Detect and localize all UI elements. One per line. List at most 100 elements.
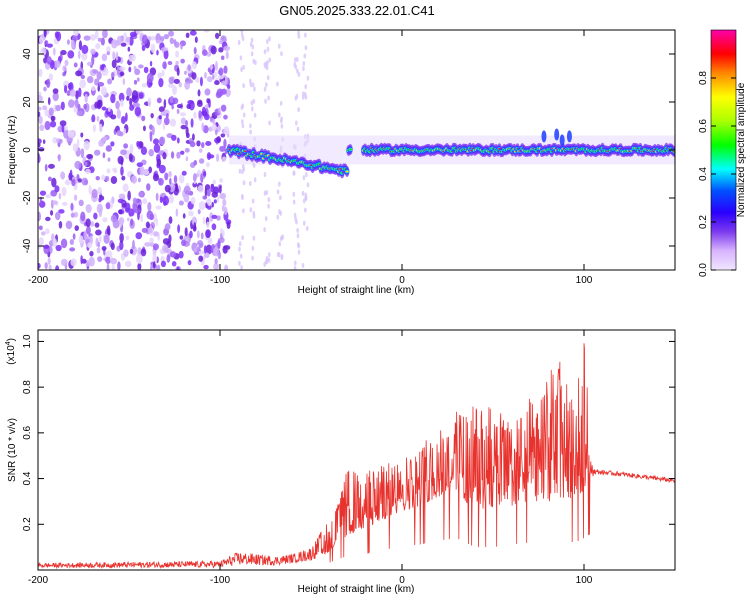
spectrogram-noise-speck (120, 116, 126, 125)
spectrogram-noise-speck (198, 110, 202, 119)
spectrogram-noise-speck (211, 214, 218, 219)
spectrogram-noise-speck (90, 86, 96, 91)
spectrogram-noise-speck (153, 243, 159, 251)
spectrogram-faint-speck (280, 51, 283, 57)
spectrogram-noise-speck (156, 264, 161, 270)
spectrogram-noise-speck (180, 124, 187, 130)
spectrogram-noise-speck (58, 192, 62, 200)
spectrogram-faint-speck (304, 32, 307, 38)
spectrogram-noise-speck (192, 181, 198, 188)
spectrogram-noise-speck (70, 202, 74, 211)
spectrogram-noise-speck (186, 103, 191, 110)
spectrogram-noise-speck (218, 185, 222, 194)
spectrogram-faint-speck (239, 55, 243, 61)
spectrogram-noise-speck (158, 115, 162, 120)
spectrogram-noise-speck (210, 185, 215, 193)
spectrogram-noise-speck (183, 185, 191, 195)
spectrogram-faint-speck (292, 170, 296, 176)
spectrogram-noise-speck (187, 64, 191, 71)
spectrogram-noise-speck (202, 216, 206, 225)
spectrogram-faint-speck (280, 255, 284, 261)
spectrogram-faint-speck (264, 216, 268, 222)
spectrogram-noise-speck (69, 89, 76, 97)
spectrogram-noise-speck (145, 221, 151, 229)
spectrogram-noise-speck (168, 234, 172, 243)
spectrogram-noise-speck (73, 62, 78, 68)
spectrogram-noise-speck (86, 61, 93, 66)
spectrogram-noise-speck (223, 138, 227, 149)
spectrogram-noise-speck (163, 34, 170, 40)
spectrogram-noise-speck (47, 97, 51, 106)
spectrogram-noise-speck (126, 95, 130, 101)
spectrogram-noise-speck (110, 71, 115, 78)
spectrogram-noise-speck (198, 201, 206, 210)
spectrogram-x-tick-label: -200 (28, 275, 48, 286)
spectrogram-noise-speck (73, 30, 79, 37)
spectrogram-noise-speck (143, 169, 150, 176)
spectrogram-faint-speck (252, 98, 256, 104)
spectrogram-noise-speck (58, 138, 63, 144)
spectrogram-noise-speck (158, 178, 164, 186)
spectrogram-noise-speck (193, 111, 197, 119)
spectrogram-noise-speck (59, 120, 67, 127)
spectrogram-noise-speck (127, 46, 131, 52)
spectrogram-noise-speck (96, 203, 103, 214)
spectrogram-faint-speck (241, 123, 245, 129)
spectrogram-noise-speck (164, 184, 171, 193)
spectrogram-noise-speck (162, 152, 167, 160)
spectrogram-noise-speck (95, 229, 102, 236)
spectrogram-noise-speck (54, 211, 61, 221)
spectrogram-noise-speck (111, 263, 115, 270)
spectrogram-noise-speck (126, 87, 132, 97)
spectrogram-noise-speck (38, 115, 43, 125)
spectrogram-noise-speck (38, 211, 42, 222)
spectrogram-faint-speck (241, 103, 245, 109)
spectrogram-noise-speck (205, 140, 212, 146)
spectrogram-noise-speck (206, 98, 210, 104)
spectrogram-noise-speck (122, 183, 129, 192)
spectrogram-noise-speck (131, 90, 139, 100)
spectrogram-faint-speck (238, 246, 241, 252)
spectrogram-faint-speck (277, 43, 281, 49)
snr-y-tick-label: 1.0 (22, 334, 33, 348)
spectrogram-faint-speck (263, 49, 267, 55)
spectrogram-faint-speck (306, 182, 310, 188)
spectrogram-faint-speck (241, 36, 245, 42)
spectrogram-faint-speck (279, 195, 282, 201)
spectrogram-faint-speck (242, 180, 246, 186)
spectrogram-noise-speck (80, 132, 84, 138)
spectrogram-noise-speck (155, 205, 162, 210)
spectrogram-noise-speck (97, 37, 102, 42)
spectrogram-noise-speck (61, 186, 67, 197)
spectrogram-noise-speck (43, 244, 50, 249)
spectrogram-noise-speck (106, 225, 111, 236)
spectrogram-noise-speck (39, 124, 45, 132)
spectrogram-noise-speck (224, 264, 229, 270)
spectrogram-noise-speck (204, 187, 208, 198)
spectrogram-noise-speck (94, 30, 99, 40)
spectrogram-faint-speck (304, 45, 308, 51)
spectrogram-noise-speck (115, 51, 119, 61)
spectrogram-noise-speck (94, 101, 99, 109)
spectrogram-noise-speck (98, 235, 102, 243)
spectrogram-noise-speck (71, 178, 76, 187)
spectrogram-noise-speck (38, 106, 42, 111)
spectrogram-faint-speck (241, 119, 244, 125)
spectrogram-noise-speck (38, 262, 41, 269)
spectrogram-noise-speck (128, 54, 135, 62)
spectrogram-noise-speck (129, 31, 137, 38)
spectrogram-faint-speck (295, 219, 298, 225)
spectrogram-noise-speck (206, 51, 212, 57)
spectrogram-noise-speck (121, 175, 126, 181)
spectrogram-noise-speck (43, 57, 48, 64)
spectrogram-faint-speck (278, 181, 281, 187)
spectrogram-noise-speck (134, 68, 141, 76)
spectrogram-noise-speck (163, 49, 169, 60)
spectrogram-faint-speck (266, 75, 270, 81)
spectrogram-noise-speck (123, 32, 127, 39)
spectrogram-faint-speck (237, 40, 241, 46)
spectrogram-noise-speck (96, 71, 102, 80)
spectrogram-noise-speck (150, 113, 154, 119)
spectrogram-noise-speck (55, 104, 61, 112)
spectrogram-noise-speck (101, 174, 106, 181)
